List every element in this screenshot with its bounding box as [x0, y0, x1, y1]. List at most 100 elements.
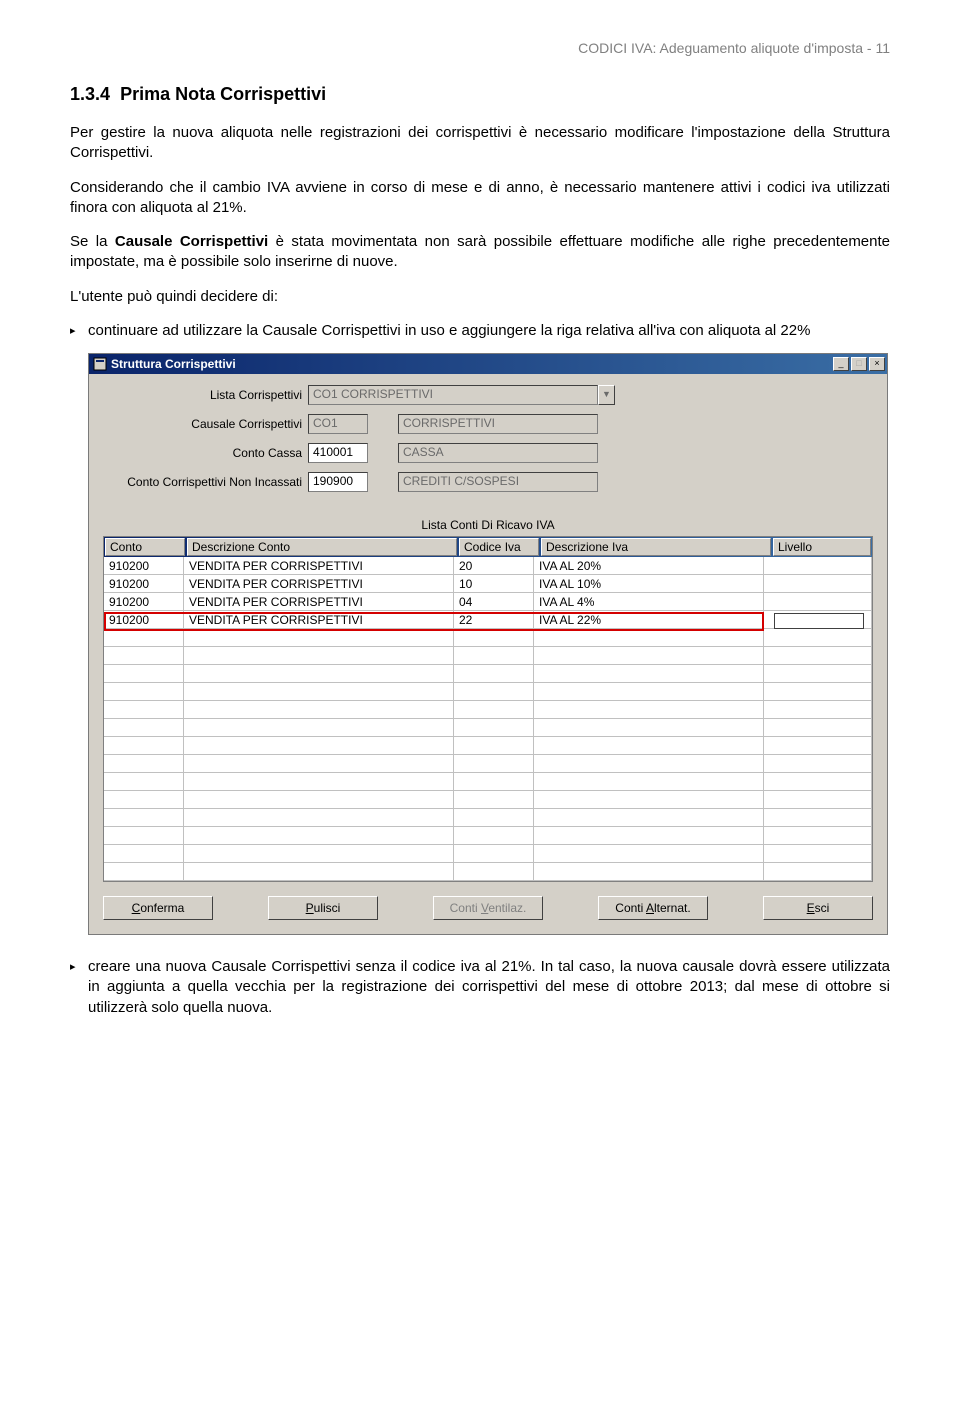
form-area: Lista Corrispettivi CO1 CORRISPETTIVI ▼ …	[89, 374, 887, 504]
close-button[interactable]: ×	[869, 357, 885, 371]
table-row[interactable]	[104, 701, 872, 719]
causale-desc-field: CORRISPETTIVI	[398, 414, 598, 434]
table-cell	[104, 665, 184, 682]
conferma-button[interactable]: Conferma	[103, 896, 213, 920]
table-cell	[764, 629, 872, 646]
lista-corrispettivi-dropdown[interactable]: ▼	[598, 385, 615, 405]
page-header: CODICI IVA: Adeguamento aliquote d'impos…	[70, 40, 890, 56]
table-row[interactable]	[104, 827, 872, 845]
table-cell	[764, 593, 872, 610]
table-cell: 910200	[104, 557, 184, 574]
table-row[interactable]	[104, 647, 872, 665]
table-cell	[534, 845, 764, 862]
table-cell	[454, 683, 534, 700]
table-row[interactable]: 910200VENDITA PER CORRISPETTIVI10IVA AL …	[104, 575, 872, 593]
table-caption: Lista Conti Di Ricavo IVA	[89, 518, 887, 532]
table-cell	[534, 665, 764, 682]
table-row[interactable]: 910200VENDITA PER CORRISPETTIVI22IVA AL …	[104, 611, 872, 629]
livello-edit-cell[interactable]	[774, 613, 864, 629]
cassa-code-field[interactable]: 410001	[308, 443, 368, 463]
lista-corrispettivi-field[interactable]: CO1 CORRISPETTIVI	[308, 385, 598, 405]
table-cell	[534, 737, 764, 754]
section-title: Prima Nota Corrispettivi	[120, 84, 326, 104]
conti-alternat-button[interactable]: Conti Alternat.	[598, 896, 708, 920]
table-cell	[534, 755, 764, 772]
table-row[interactable]: 910200VENDITA PER CORRISPETTIVI04IVA AL …	[104, 593, 872, 611]
table-cell	[764, 575, 872, 592]
paragraph-3-bold: Causale Corrispettivi	[115, 233, 268, 250]
table-row[interactable]	[104, 809, 872, 827]
table-cell	[454, 737, 534, 754]
causale-code-field[interactable]: CO1	[308, 414, 368, 434]
table-cell	[184, 701, 454, 718]
table-cell	[534, 809, 764, 826]
table-cell	[534, 647, 764, 664]
conti-ventilaz-button[interactable]: Conti Ventilaz.	[433, 896, 543, 920]
table-row[interactable]	[104, 791, 872, 809]
table-cell	[184, 647, 454, 664]
window-titlebar: Struttura Corrispettivi _ □ ×	[89, 354, 887, 374]
causale-label: Causale Corrispettivi	[103, 417, 308, 431]
table-cell	[534, 629, 764, 646]
table-cell	[454, 845, 534, 862]
table-cell	[454, 827, 534, 844]
table-cell: VENDITA PER CORRISPETTIVI	[184, 593, 454, 610]
grid-header-conto[interactable]: Conto	[105, 538, 185, 556]
table-row[interactable]	[104, 665, 872, 683]
noninc-code-field[interactable]: 190900	[308, 472, 368, 492]
bullet-icon: ▸	[70, 321, 88, 337]
table-cell	[454, 773, 534, 790]
paragraph-3: Se la Causale Corrispettivi è stata movi…	[70, 232, 890, 273]
paragraph-4: L'utente può quindi decidere di:	[70, 287, 890, 307]
table-cell	[184, 809, 454, 826]
table-cell	[184, 827, 454, 844]
table-row[interactable]: 910200VENDITA PER CORRISPETTIVI20IVA AL …	[104, 557, 872, 575]
table-row[interactable]	[104, 683, 872, 701]
cassa-label: Conto Cassa	[103, 446, 308, 460]
table-row[interactable]	[104, 629, 872, 647]
table-cell	[184, 845, 454, 862]
table-cell	[104, 647, 184, 664]
table-cell	[184, 773, 454, 790]
noninc-label: Conto Corrispettivi Non Incassati	[103, 475, 308, 489]
table-cell	[454, 647, 534, 664]
table-cell: 10	[454, 575, 534, 592]
grid-header-descrizione-conto[interactable]: Descrizione Conto	[187, 538, 457, 556]
table-cell: IVA AL 22%	[534, 611, 764, 628]
table-row[interactable]	[104, 719, 872, 737]
table-row[interactable]	[104, 737, 872, 755]
grid-header-descrizione-iva[interactable]: Descrizione Iva	[541, 538, 771, 556]
button-bar: Conferma Pulisci Conti Ventilaz. Conti A…	[89, 886, 887, 934]
table-cell: 20	[454, 557, 534, 574]
struttura-corrispettivi-window: Struttura Corrispettivi _ □ × Lista Corr…	[88, 353, 888, 935]
table-cell: VENDITA PER CORRISPETTIVI	[184, 575, 454, 592]
table-cell	[534, 791, 764, 808]
table-cell: VENDITA PER CORRISPETTIVI	[184, 611, 454, 628]
table-cell	[184, 755, 454, 772]
esci-button[interactable]: Esci	[763, 896, 873, 920]
table-row[interactable]	[104, 845, 872, 863]
table-row[interactable]	[104, 773, 872, 791]
grid-header-codice-iva[interactable]: Codice Iva	[459, 538, 539, 556]
table-cell	[764, 791, 872, 808]
table-cell: 910200	[104, 611, 184, 628]
table-row[interactable]	[104, 863, 872, 881]
table-cell	[764, 845, 872, 862]
table-cell	[454, 755, 534, 772]
table-cell	[104, 791, 184, 808]
table-cell	[764, 557, 872, 574]
table-cell	[104, 773, 184, 790]
pulisci-button[interactable]: Pulisci	[268, 896, 378, 920]
maximize-button[interactable]: □	[851, 357, 867, 371]
minimize-button[interactable]: _	[833, 357, 849, 371]
table-cell	[454, 701, 534, 718]
table-cell	[184, 863, 454, 880]
table-cell	[534, 701, 764, 718]
table-row[interactable]	[104, 755, 872, 773]
table-cell: 910200	[104, 593, 184, 610]
table-cell	[764, 755, 872, 772]
bullet-1: ▸ continuare ad utilizzare la Causale Co…	[70, 321, 890, 341]
grid-header-livello[interactable]: Livello	[773, 538, 871, 556]
paragraph-3a: Se la	[70, 233, 115, 250]
table-cell	[104, 683, 184, 700]
